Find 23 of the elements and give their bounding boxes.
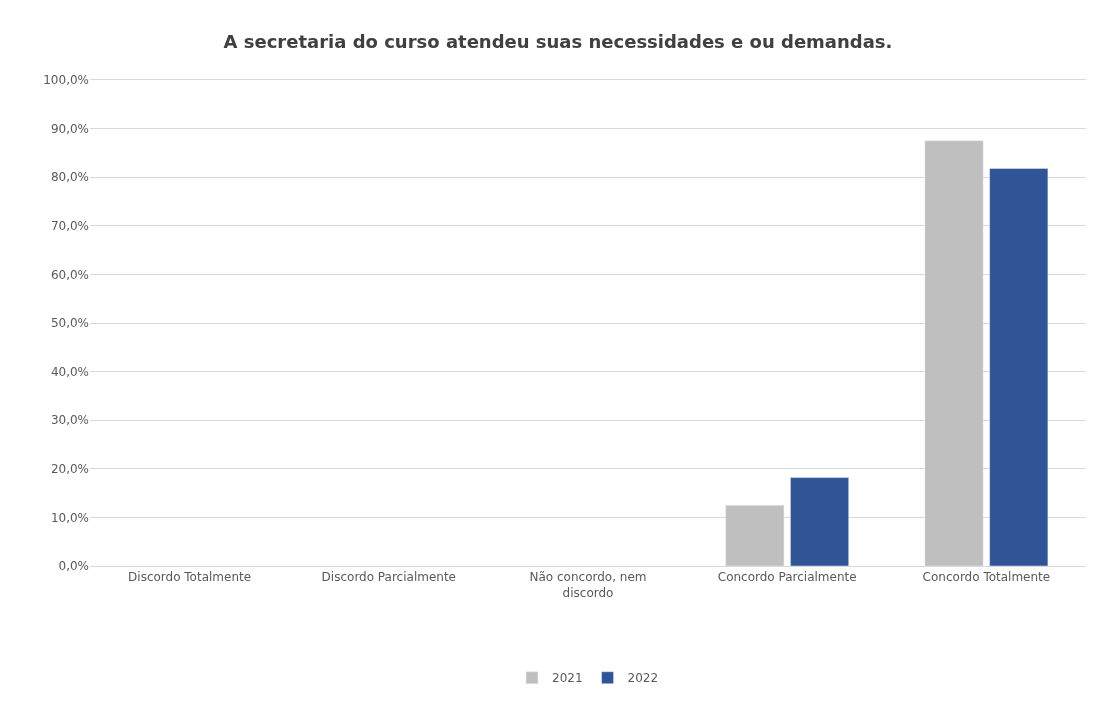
x-tick-label: Concordo Parcialmente: [717, 570, 857, 585]
x-tick-label: Concordo Totalmente: [922, 570, 1051, 585]
y-tick-label: 0,0%: [58, 559, 89, 574]
x-tick-label: Discordo Totalmente: [128, 570, 252, 585]
chart-title: A secretaria do curso atendeu suas necessidades e ou demandas.: [223, 30, 893, 52]
x-tick-label: Não concordo, nem discordo: [529, 570, 647, 600]
y-tick-label: 60,0%: [50, 267, 89, 282]
legend-label: 2022: [627, 671, 659, 686]
y-tick-label: 40,0%: [50, 364, 89, 379]
y-tick-label: 50,0%: [50, 316, 89, 331]
y-tick-label: 90,0%: [50, 121, 89, 136]
y-tick-label: 80,0%: [50, 170, 89, 185]
legend-label: 2021: [552, 671, 583, 686]
y-tick-label: 100,0%: [43, 73, 89, 88]
bar: [790, 477, 849, 566]
y-tick-label: 10,0%: [50, 510, 89, 525]
y-tick-label: 70,0%: [50, 219, 89, 233]
y-tick-label: 20,0%: [50, 462, 89, 476]
y-tick-label: 30,0%: [50, 413, 89, 428]
bar: [989, 168, 1049, 566]
bar: [725, 505, 785, 566]
x-tick-label: Discordo Parcialmente: [321, 570, 456, 585]
bar: [924, 140, 984, 566]
